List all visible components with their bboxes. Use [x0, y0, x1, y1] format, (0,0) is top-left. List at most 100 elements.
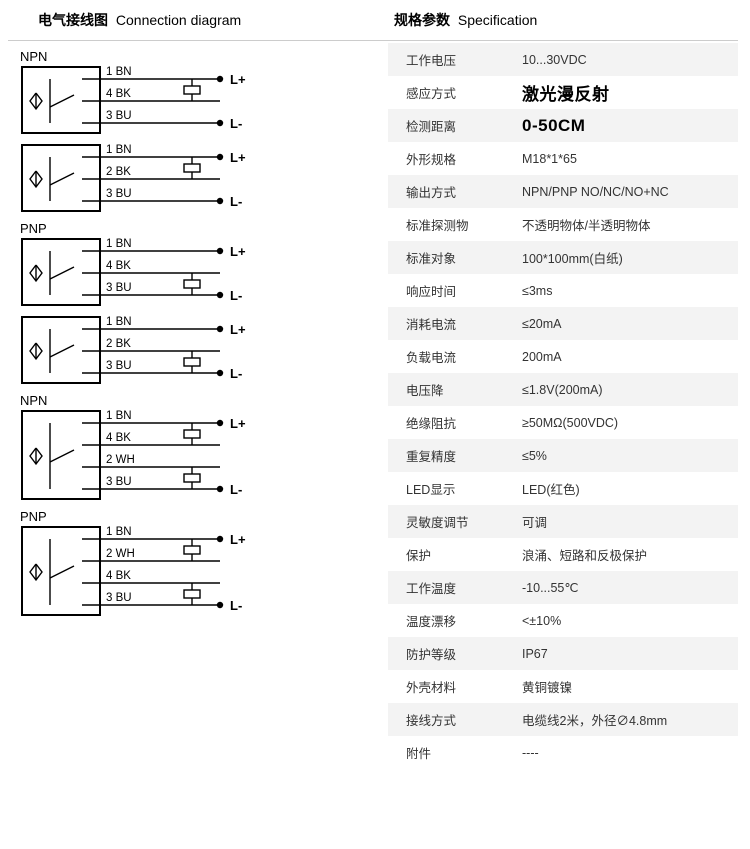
svg-text:L+: L+: [230, 416, 246, 431]
spec-label: 外壳材料: [388, 677, 514, 696]
spec-value: ≥50MΩ(500VDC): [514, 416, 738, 430]
spec-value: ≤5%: [514, 449, 738, 463]
spec-row: 保护浪涌、短路和反极保护: [388, 538, 738, 571]
spec-value: 黄铜镀镍: [514, 677, 738, 696]
spec-row: 标准对象100*100mm(白纸): [388, 241, 738, 274]
svg-text:2 BK: 2 BK: [106, 338, 131, 350]
spec-row: 防护等级IP67: [388, 637, 738, 670]
spec-row: 绝缘阻抗≥50MΩ(500VDC): [388, 406, 738, 439]
svg-text:4 BK: 4 BK: [106, 570, 131, 582]
spec-value: ≤20mA: [514, 317, 738, 331]
spec-row: 附件----: [388, 736, 738, 769]
svg-text:L-: L-: [230, 482, 242, 497]
svg-text:L+: L+: [230, 244, 246, 259]
page-root: 电气接线图 Connection diagram NPN 1 BN L+ 4 BK 3 …: [0, 0, 750, 779]
diagram-type-label: NPN: [20, 393, 388, 408]
svg-text:L+: L+: [230, 72, 246, 87]
spec-row: 外壳材料黄铜镀镍: [388, 670, 738, 703]
svg-text:2 BK: 2 BK: [106, 166, 131, 178]
spec-row: 消耗电流≤20mA: [388, 307, 738, 340]
spec-value: -10...55℃: [514, 580, 738, 595]
svg-text:3 BU: 3 BU: [106, 282, 132, 294]
wiring-svg: 1 BN L+ 4 BK 3 BU L-: [20, 237, 260, 309]
spec-value: 200mA: [514, 350, 738, 364]
connection-diagram: NPN 1 BN L+ 4 BK 2 WH 3 BU L-: [20, 393, 388, 503]
specification-title: 规格参数 Specification: [388, 10, 738, 30]
spec-label: 重复精度: [388, 446, 514, 465]
svg-text:3 BU: 3 BU: [106, 360, 132, 372]
connection-diagram-title: 电气接线图 Connection diagram: [8, 10, 388, 30]
svg-text:2 WH: 2 WH: [106, 454, 135, 466]
spec-row: 电压降≤1.8V(200mA): [388, 373, 738, 406]
spec-row: 感应方式激光漫反射: [388, 76, 738, 109]
svg-text:1 BN: 1 BN: [106, 410, 132, 422]
spec-row: 标准探测物不透明物体/半透明物体: [388, 208, 738, 241]
spec-label: 附件: [388, 743, 514, 762]
divider: [8, 40, 388, 41]
spec-label: 标准对象: [388, 248, 514, 267]
spec-label: 防护等级: [388, 644, 514, 663]
svg-text:1 BN: 1 BN: [106, 144, 132, 156]
svg-text:3 BU: 3 BU: [106, 476, 132, 488]
title-cn: 电气接线图: [38, 12, 108, 28]
spec-value: NPN/PNP NO/NC/NO+NC: [514, 185, 738, 199]
svg-text:3 BU: 3 BU: [106, 110, 132, 122]
spec-value: ----: [514, 746, 738, 760]
wiring-svg: 1 BNL+2 WH4 BK3 BUL-: [20, 525, 260, 619]
svg-text:1 BN: 1 BN: [106, 66, 132, 78]
spec-label: 工作温度: [388, 578, 514, 597]
spec-label: 绝缘阻抗: [388, 413, 514, 432]
spec-value: 浪涌、短路和反极保护: [514, 545, 738, 564]
connection-diagram: PNP1 BNL+4 BK3 BUL-: [20, 221, 388, 309]
spec-value: <±10%: [514, 614, 738, 628]
svg-text:L-: L-: [230, 598, 242, 613]
spec-value: 0-50CM: [514, 116, 738, 136]
svg-text:1 BN: 1 BN: [106, 526, 132, 538]
spec-value: LED(红色): [514, 479, 738, 498]
svg-text:L-: L-: [230, 194, 242, 209]
specification-column: 规格参数 Specification 工作电压10...30VDC感应方式激光漫…: [388, 10, 738, 769]
svg-text:L+: L+: [230, 322, 246, 337]
svg-text:2 WH: 2 WH: [106, 548, 135, 560]
spec-label: 标准探测物: [388, 215, 514, 234]
connection-diagram: PNP1 BNL+2 WH4 BK3 BUL-: [20, 509, 388, 619]
svg-text:L-: L-: [230, 366, 242, 381]
divider: [388, 40, 738, 41]
spec-value: 100*100mm(白纸): [514, 248, 738, 267]
spec-table: 工作电压10...30VDC感应方式激光漫反射检测距离0-50CM外形规格M18…: [388, 43, 738, 769]
spec-label: 保护: [388, 545, 514, 564]
spec-label: 检测距离: [388, 116, 514, 135]
spec-label: 温度漂移: [388, 611, 514, 630]
spec-label: 负载电流: [388, 347, 514, 366]
spec-value: 可调: [514, 512, 738, 531]
svg-text:L+: L+: [230, 532, 246, 547]
svg-text:1 BN: 1 BN: [106, 316, 132, 328]
svg-text:3 BU: 3 BU: [106, 188, 132, 200]
spec-label: 电压降: [388, 380, 514, 399]
wiring-svg: 1 BN L+ 4 BK 3 BU L-: [20, 65, 260, 137]
svg-text:L+: L+: [230, 150, 246, 165]
spec-label: 接线方式: [388, 710, 514, 729]
svg-text:4 BK: 4 BK: [106, 432, 131, 444]
spec-row: 工作电压10...30VDC: [388, 43, 738, 76]
svg-text:L-: L-: [230, 116, 242, 131]
connection-diagram: NPN 1 BN L+ 4 BK 3 BU L-: [20, 49, 388, 137]
svg-text:4 BK: 4 BK: [106, 88, 131, 100]
connection-diagram: 1 BN L+ 2 BK 3 BU L-: [20, 315, 388, 387]
svg-text:1 BN: 1 BN: [106, 238, 132, 250]
wiring-svg: 1 BN L+ 2 BK 3 BU L-: [20, 315, 260, 387]
spec-value: 电缆线2米，外径∅4.8mm: [514, 710, 738, 729]
spec-row: 响应时间≤3ms: [388, 274, 738, 307]
connection-diagram-column: 电气接线图 Connection diagram NPN 1 BN L+ 4 BK 3 …: [8, 10, 388, 769]
spec-row: 检测距离0-50CM: [388, 109, 738, 142]
spec-value: ≤1.8V(200mA): [514, 383, 738, 397]
connection-diagram: 1 BN L+ 2 BK 3 BU L-: [20, 143, 388, 215]
spec-row: LED显示LED(红色): [388, 472, 738, 505]
diagram-list: NPN1 BNL+4 BK3 BUL-1 BNL+2 BK3 BUL-PNP1 …: [8, 49, 388, 619]
spec-value: 不透明物体/半透明物体: [514, 215, 738, 234]
spec-row: 灵敏度调节可调: [388, 505, 738, 538]
spec-row: 输出方式NPN/PNP NO/NC/NO+NC: [388, 175, 738, 208]
svg-text:L-: L-: [230, 288, 242, 303]
diagram-type-label: NPN: [20, 49, 388, 64]
svg-text:4 BK: 4 BK: [106, 260, 131, 272]
